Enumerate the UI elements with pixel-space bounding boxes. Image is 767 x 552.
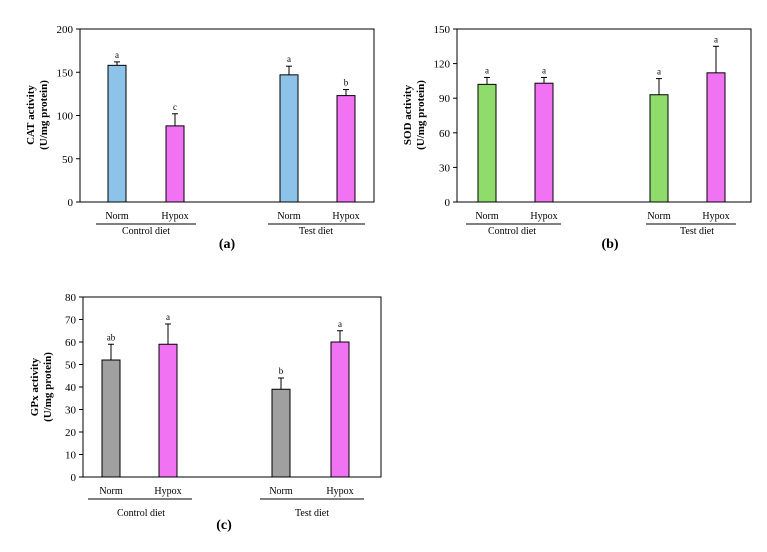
bar-norm: [477, 83, 497, 203]
significance-letter: a: [115, 50, 119, 60]
significance-letter: a: [542, 65, 546, 75]
significance-letter: b: [279, 366, 284, 376]
x-category-label: Norm: [105, 211, 129, 222]
significance-letter: c: [173, 102, 177, 112]
x-group-label: Test diet: [680, 226, 714, 237]
significance-letter: a: [485, 65, 489, 75]
y-tick-label: 150: [434, 24, 451, 36]
y-tick-label: 10: [65, 450, 77, 462]
x-category-label: Hypox: [154, 486, 181, 497]
y-tick-label: 50: [65, 360, 77, 372]
significance-letter: a: [166, 312, 170, 322]
significance-letter: a: [714, 34, 718, 44]
y-axis-label: GPx activity: [29, 357, 41, 416]
bar-hypox: [534, 82, 554, 203]
x-group-label: Test diet: [299, 226, 333, 237]
y-tick-label: 50: [62, 154, 74, 166]
x-group-label: Control diet: [117, 508, 165, 519]
panel-label: (b): [601, 237, 618, 252]
x-category-label: Norm: [99, 486, 123, 497]
y-tick-label: 100: [57, 111, 74, 123]
y-tick-label: 80: [65, 292, 77, 304]
y-axis-label: SOD activity: [402, 84, 414, 145]
bar-norm: [649, 94, 669, 203]
panel-label: (a): [219, 237, 236, 252]
x-category-label: Hypox: [702, 211, 729, 222]
x-category-label: Norm: [475, 211, 499, 222]
significance-letter: a: [657, 67, 661, 77]
y-tick-label: 150: [57, 67, 74, 79]
y-tick-label: 120: [434, 59, 451, 71]
x-category-label: Norm: [277, 211, 301, 222]
y-tick-label: 0: [445, 197, 451, 209]
x-category-label: Hypox: [332, 211, 359, 222]
x-category-label: Norm: [647, 211, 671, 222]
bar-hypox: [158, 343, 178, 478]
bar-hypox: [165, 125, 185, 203]
significance-letter: a: [338, 319, 342, 329]
bar-norm: [101, 359, 121, 478]
y-tick-label: 200: [57, 24, 74, 36]
x-category-label: Norm: [269, 486, 293, 497]
y-tick-label: 20: [65, 427, 77, 439]
plot-frame: [456, 28, 752, 203]
bar-hypox: [706, 72, 726, 203]
y-tick-label: 60: [65, 337, 77, 349]
y-tick-label: 60: [439, 128, 451, 140]
significance-letter: ab: [107, 332, 116, 342]
x-category-label: Hypox: [530, 211, 557, 222]
y-tick-label: 0: [71, 472, 77, 484]
bar-norm: [271, 388, 291, 478]
y-axis-label: CAT activity: [25, 85, 37, 145]
x-category-label: Hypox: [326, 486, 353, 497]
x-group-label: Test diet: [295, 508, 329, 519]
y-tick-label: 0: [68, 197, 74, 209]
y-tick-label: 30: [65, 405, 77, 417]
significance-letter: a: [287, 54, 291, 64]
y-axis-label-unit: (U/mg protein): [415, 80, 427, 150]
panel-label: (c): [216, 518, 232, 533]
x-group-label: Control diet: [488, 226, 536, 237]
y-tick-label: 90: [439, 93, 451, 105]
y-tick-label: 30: [439, 162, 451, 174]
y-tick-label: 70: [65, 315, 77, 327]
bar-norm: [107, 64, 127, 203]
y-tick-label: 40: [65, 382, 77, 394]
significance-letter: b: [344, 78, 349, 88]
bar-norm: [279, 74, 299, 203]
y-axis-label-unit: (U/mg protein): [38, 80, 50, 150]
bar-hypox: [336, 95, 356, 203]
x-group-label: Control diet: [122, 226, 170, 237]
x-category-label: Hypox: [161, 211, 188, 222]
bar-hypox: [330, 341, 350, 478]
y-axis-label-unit: (U/mg protein): [42, 352, 54, 422]
